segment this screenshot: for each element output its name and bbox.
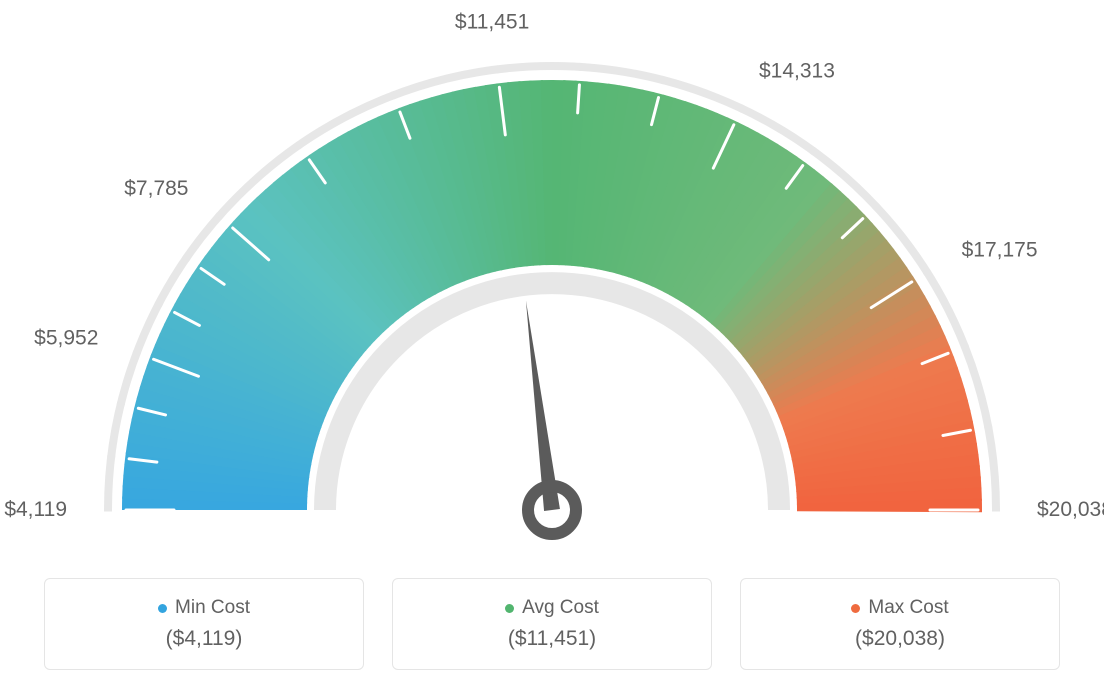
legend-card-avg: Avg Cost ($11,451) — [392, 578, 712, 670]
gauge-tick-outer — [497, 65, 498, 73]
legend-value-min: ($4,119) — [166, 627, 243, 651]
legend-row: Min Cost ($4,119) Avg Cost ($11,451) Max… — [44, 578, 1060, 670]
gauge-tick-outer — [662, 76, 664, 84]
gauge-tick-outer — [107, 456, 115, 457]
legend-label-max: Max Cost — [868, 597, 948, 619]
gauge-tick-label: $14,313 — [759, 59, 835, 82]
gauge-tick-outer — [580, 63, 581, 71]
gauge-tick — [578, 85, 580, 113]
legend-value-avg: ($11,451) — [508, 627, 596, 651]
legend-label-row: Avg Cost — [505, 597, 599, 619]
gauge-tick-label: $4,119 — [4, 498, 67, 521]
gauge-svg: $4,119 $5,952 $7,785 $11,451 $14,313 $17,175 $… — [0, 0, 1104, 560]
gauge-needle — [526, 301, 560, 511]
gauge-tick-label: $11,451 — [455, 11, 529, 34]
legend-label-min: Min Cost — [175, 597, 250, 619]
dot-icon — [505, 604, 514, 613]
gauge-tick-label: $7,785 — [124, 177, 188, 200]
gauge-chart: $4,119 $5,952 $7,785 $11,451 $14,313 $17,175 $… — [0, 0, 1104, 560]
dot-icon — [158, 604, 167, 613]
dot-icon — [851, 604, 860, 613]
legend-label-avg: Avg Cost — [522, 597, 599, 619]
legend-label-row: Max Cost — [851, 597, 948, 619]
legend-card-max: Max Cost ($20,038) — [740, 578, 1060, 670]
gauge-tick-outer — [984, 426, 992, 427]
legend-label-row: Min Cost — [158, 597, 250, 619]
gauge-tick-label: $20,038 — [1037, 498, 1104, 521]
gauge-tick-outer — [117, 403, 125, 405]
legend-value-max: ($20,038) — [855, 627, 945, 651]
chart-container: $4,119 $5,952 $7,785 $11,451 $14,313 $17,175 $… — [0, 0, 1104, 690]
gauge-tick-label: $5,952 — [34, 326, 98, 349]
legend-card-min: Min Cost ($4,119) — [44, 578, 364, 670]
gauge-tick-label: $17,175 — [962, 238, 1038, 261]
